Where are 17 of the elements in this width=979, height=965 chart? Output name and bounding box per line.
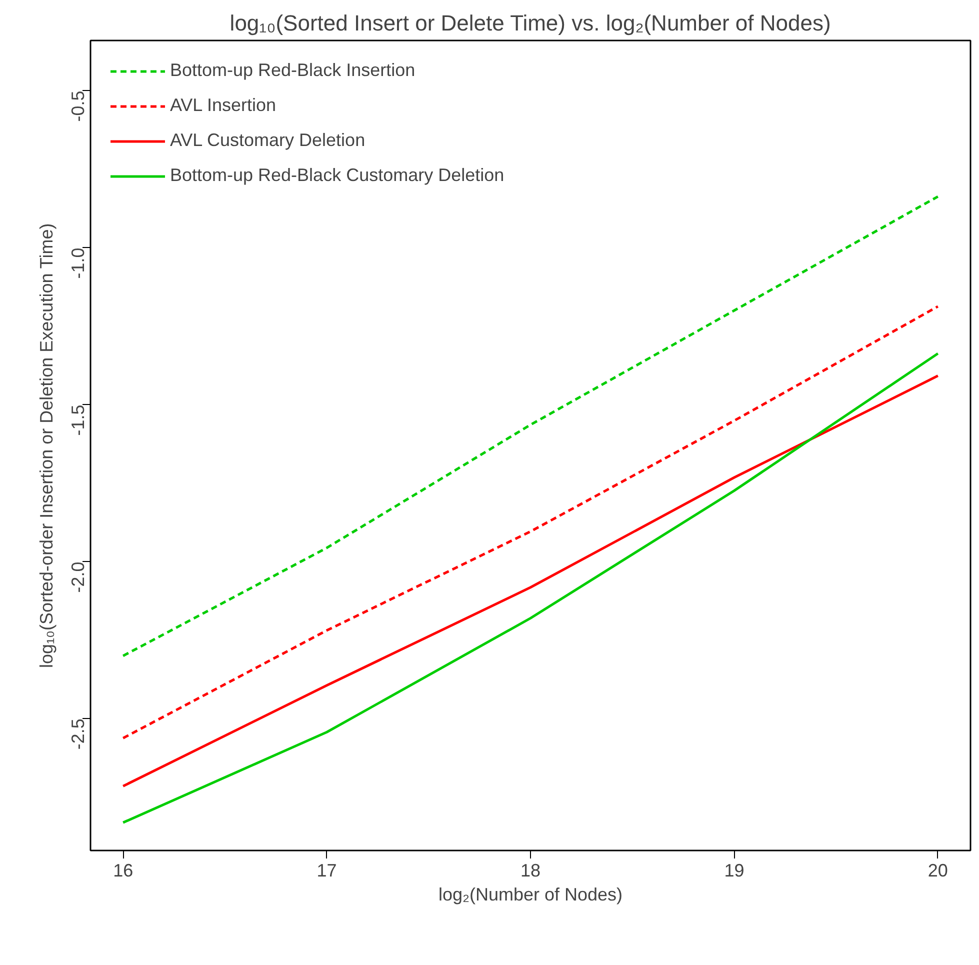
x-tick-label: 19: [724, 860, 744, 880]
x-tick-label: 17: [316, 860, 337, 880]
chart-title: log₁₀(Sorted Insert or Delete Time) vs. log₂(Number of Nodes): [230, 10, 831, 36]
y-axis-title: log₁₀(Sorted-order Insertion or Deletion Execution Time): [36, 223, 56, 668]
legend-label: Bottom-up Red-Black Customary Deletion: [170, 165, 504, 186]
legend-label: Bottom-up Red-Black Insertion: [170, 60, 416, 81]
x-tick-label: 16: [113, 860, 134, 880]
x-tick-label: 18: [520, 860, 541, 880]
y-tick-label: -2.5: [68, 718, 88, 750]
y-tick-label: -0.5: [68, 90, 88, 122]
y-tick-label: -2.0: [68, 562, 88, 593]
x-tick-label: 20: [928, 860, 948, 880]
y-tick-label: -1.5: [68, 404, 88, 436]
y-tick-label: -1.0: [68, 248, 88, 279]
legend-label: AVL Customary Deletion: [170, 130, 366, 151]
legend-label: AVL Insertion: [170, 95, 276, 116]
x-axis-title: log₂(Number of Nodes): [438, 884, 623, 904]
